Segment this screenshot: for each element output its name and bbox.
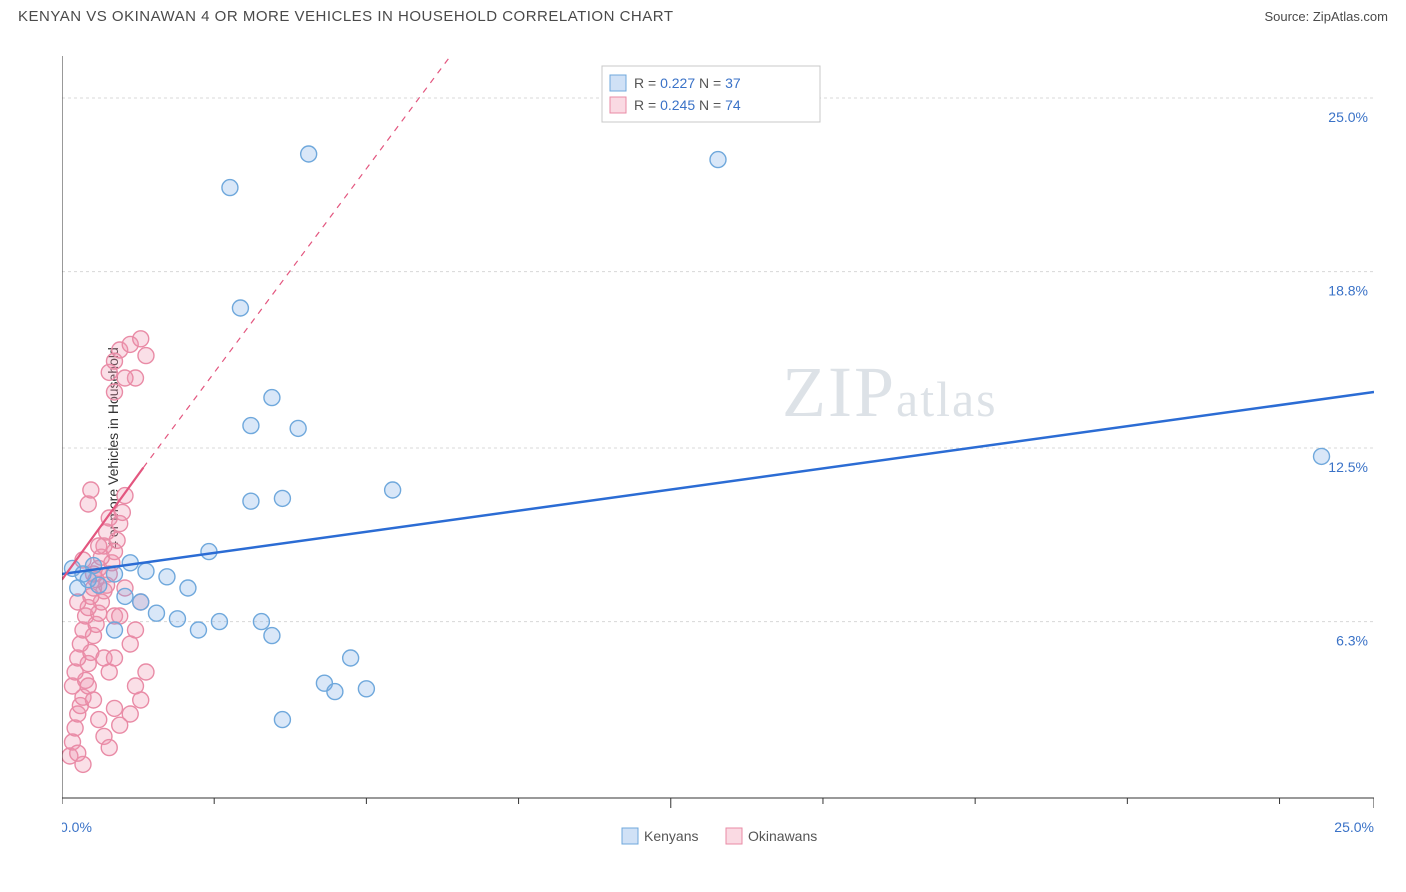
data-point	[1314, 448, 1330, 464]
data-point	[91, 712, 107, 728]
data-point	[710, 152, 726, 168]
data-point	[106, 650, 122, 666]
data-point	[133, 331, 149, 347]
data-point	[106, 622, 122, 638]
data-point	[211, 614, 227, 630]
x-tick-label: 25.0%	[1334, 819, 1374, 835]
data-point	[106, 384, 122, 400]
source-prefix: Source:	[1264, 9, 1312, 24]
data-point	[243, 493, 259, 509]
data-point	[180, 580, 196, 596]
data-point	[274, 490, 290, 506]
legend-top: R = 0.227 N = 37 R = 0.245 N = 74	[602, 66, 820, 122]
data-point	[358, 681, 374, 697]
data-point	[67, 720, 83, 736]
data-point	[148, 605, 164, 621]
source-link[interactable]: ZipAtlas.com	[1313, 9, 1388, 24]
chart-svg: ZIPatlas 0.0% 25.0% 6.3% 12.5% 18.8% 25.0% R = …	[62, 56, 1374, 866]
data-point	[232, 300, 248, 316]
data-point	[274, 712, 290, 728]
data-point	[85, 692, 101, 708]
data-point	[243, 418, 259, 434]
series-okinawans	[62, 331, 154, 773]
legend-swatch	[610, 97, 626, 113]
x-tick-label: 0.0%	[62, 819, 92, 835]
data-point	[114, 504, 130, 520]
legend-text: R = 0.245 N = 74	[634, 97, 741, 113]
legend-swatch	[726, 828, 742, 844]
data-point	[190, 622, 206, 638]
data-point	[117, 370, 133, 386]
chart-header: KENYAN VS OKINAWAN 4 OR MORE VEHICLES IN…	[0, 0, 1406, 29]
data-point	[138, 348, 154, 364]
data-point	[253, 614, 269, 630]
trendline-dash	[143, 56, 471, 468]
plot-area: ZIPatlas0.0%25.0%6.3%12.5%18.8%25.0%R = …	[62, 56, 1374, 816]
data-point	[343, 650, 359, 666]
data-point	[301, 146, 317, 162]
data-point	[127, 622, 143, 638]
data-point	[117, 588, 133, 604]
legend-label: Okinawans	[748, 828, 817, 844]
data-point	[133, 594, 149, 610]
data-point	[83, 482, 99, 498]
y-tick-label: 6.3%	[1336, 633, 1368, 649]
legend-text: R = 0.227 N = 37	[634, 75, 741, 91]
y-tick-label: 25.0%	[1328, 109, 1368, 125]
watermark: ZIPatlas	[782, 352, 998, 432]
data-point	[138, 664, 154, 680]
legend-swatch	[610, 75, 626, 91]
data-point	[70, 745, 86, 761]
data-point	[101, 740, 117, 756]
data-point	[138, 563, 154, 579]
data-point	[264, 628, 280, 644]
y-tick-label: 12.5%	[1328, 459, 1368, 475]
data-point	[91, 538, 107, 554]
legend-label: Kenyans	[644, 828, 698, 844]
data-point	[106, 700, 122, 716]
legend-bottom: Kenyans Okinawans	[622, 828, 817, 844]
data-point	[91, 577, 107, 593]
chart-container: 4 or more Vehicles in Household ZIPatlas…	[18, 48, 1388, 848]
y-tick-label: 18.8%	[1328, 283, 1368, 299]
data-point	[264, 390, 280, 406]
series-kenyans	[64, 146, 1329, 728]
chart-title: KENYAN VS OKINAWAN 4 OR MORE VEHICLES IN…	[18, 8, 674, 25]
source-label: Source: ZipAtlas.com	[1264, 9, 1388, 24]
data-point	[122, 706, 138, 722]
trendline	[62, 392, 1374, 574]
data-point	[385, 482, 401, 498]
legend-swatch	[622, 828, 638, 844]
data-point	[169, 611, 185, 627]
data-point	[159, 569, 175, 585]
data-point	[327, 684, 343, 700]
data-point	[127, 678, 143, 694]
data-point	[290, 420, 306, 436]
data-point	[80, 496, 96, 512]
data-point	[222, 180, 238, 196]
